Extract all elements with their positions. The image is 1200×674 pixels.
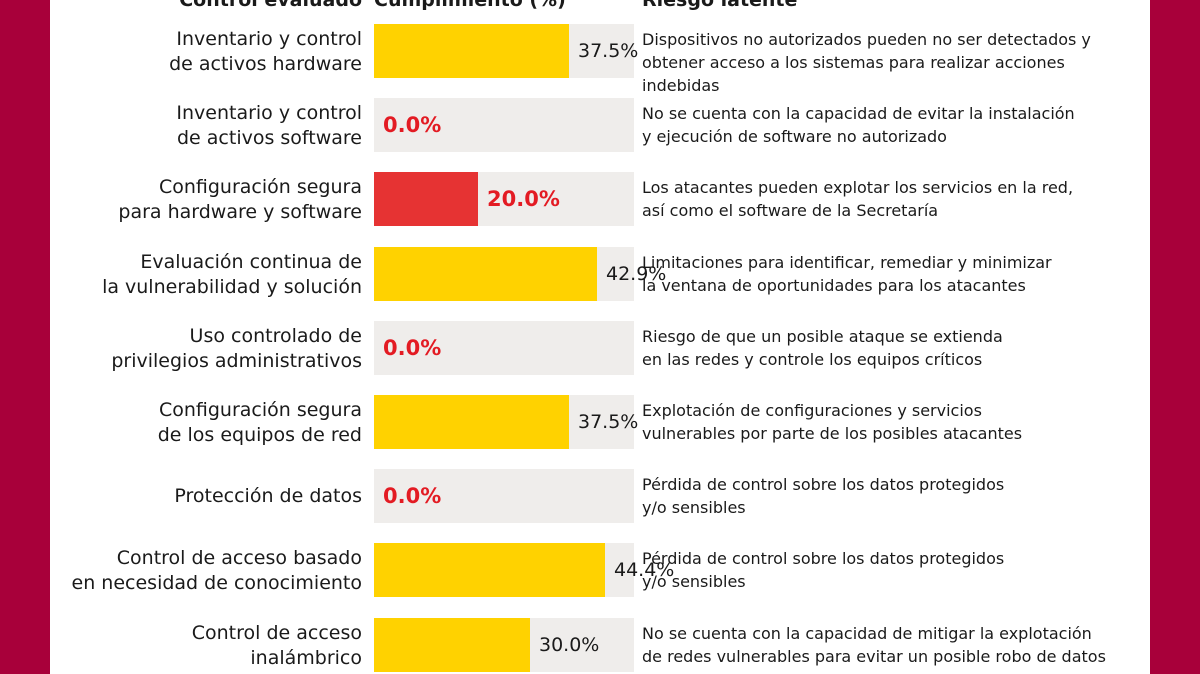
risk-text: Limitaciones para identificar, remediar … — [642, 251, 1142, 297]
value-label: 0.0% — [383, 113, 442, 138]
category-label-line: para hardware y software — [118, 201, 362, 224]
risk-text-line: Riesgo de que un posible ataque se extie… — [642, 326, 1003, 346]
chart-panel: Control evaluado Cumplimiento (%) Riesgo… — [50, 0, 1150, 674]
bar — [374, 617, 530, 672]
header-risk: Riesgo latente — [642, 0, 798, 11]
risk-text: Los atacantes pueden explotar los servic… — [642, 176, 1142, 222]
risk-text-line: Pérdida de control sobre los datos prote… — [642, 475, 1005, 495]
risk-text: Riesgo de que un posible ataque se extie… — [642, 325, 1142, 371]
risk-text-line: la ventana de oportunidades para los ata… — [642, 275, 1026, 295]
risk-text: No se cuenta con la capacidad de mitigar… — [642, 622, 1142, 668]
risk-text: No se cuenta con la capacidad de evitar … — [642, 102, 1142, 148]
value-label: 0.0% — [383, 484, 442, 509]
bar-track: 30.0% — [374, 617, 634, 672]
category-label-line: de los equipos de red — [157, 424, 362, 446]
bar-track: 42.9% — [374, 246, 666, 301]
bar-track: 0.0% — [374, 469, 634, 524]
category-label-line: de activos software — [176, 127, 362, 150]
category-label: Control de acceso inalámbrico — [62, 621, 362, 671]
chart-row: Evaluación continua de la vulnerabilidad … — [50, 245, 1150, 305]
risk-text: Dispositivos no autorizados pueden no se… — [642, 28, 1142, 97]
risk-text-line: Pérdida de control sobre los datos prote… — [642, 549, 1005, 569]
bar-track: 37.5% — [374, 395, 638, 449]
bar-track: 0.0% — [374, 98, 634, 153]
category-label-line: Control de acceso basado — [116, 547, 362, 570]
chart-row: Inventario y control de activos software 0… — [50, 96, 1150, 156]
risk-text-line: Los atacantes pueden explotar los servic… — [642, 178, 1074, 198]
category-label-line: Inventario y control — [176, 102, 362, 125]
category-label-line: Configuración segura — [158, 399, 362, 421]
risk-text-line: Limitaciones para identificar, remediar … — [642, 252, 1052, 272]
category-label-line: Protección de datos — [174, 485, 362, 508]
value-label: 42.9% — [606, 262, 667, 285]
chart-row: Inventario y control de activos hardware 3… — [50, 22, 1150, 95]
category-label-line: Uso controlado de — [189, 324, 362, 347]
value-label: 30.0% — [539, 633, 600, 656]
bar — [374, 24, 569, 78]
bar-track: 0.0% — [374, 320, 634, 375]
category-label: Control de acceso basado en necesidad de … — [62, 546, 362, 596]
chart-row: Protección de datos 0.0% Pérdida de contro… — [50, 467, 1150, 527]
category-label-line: la vulnerabilidad y solución — [102, 275, 362, 298]
category-label: Configuración segura para hardware y soft… — [62, 175, 362, 225]
category-label-line: Configuración segura — [158, 176, 362, 199]
risk-text-line: Explotación de configuraciones y servici… — [642, 401, 982, 420]
bar-track: 37.5% — [374, 24, 638, 78]
value-label: 44.4% — [614, 559, 675, 582]
risk-text-line: obtener acceso a los sistemas para reali… — [642, 53, 1065, 95]
category-label-line: privilegios administrativos — [111, 349, 362, 372]
risk-text-line: en las redes y controle los equipos crít… — [642, 349, 983, 369]
value-label: 20.0% — [487, 187, 560, 212]
risk-text-line: así como el software de la Secretaría — [642, 201, 939, 221]
risk-text-line: de redes vulnerables para evitar un posi… — [642, 646, 1106, 666]
risk-text-line: No se cuenta con la capacidad de evitar … — [642, 104, 1075, 124]
risk-text-line: y ejecución de software no autorizado — [642, 127, 947, 147]
value-label: 37.5% — [578, 40, 639, 62]
category-label-line: en necesidad de conocimiento — [71, 572, 362, 595]
category-label: Inventario y control de activos software — [62, 101, 362, 151]
category-label-line: Inventario y control — [176, 28, 362, 50]
value-label: 0.0% — [383, 335, 442, 360]
risk-text: Pérdida de control sobre los datos prote… — [642, 547, 1142, 593]
risk-text-line: Dispositivos no autorizados pueden no se… — [642, 30, 1091, 49]
risk-text-line: y/o sensibles — [642, 572, 746, 592]
bar — [374, 246, 597, 301]
chart-row: Control de acceso inalámbrico 30.0% No se c… — [50, 616, 1150, 674]
chart-row: Uso controlado de privilegios administrat… — [50, 319, 1150, 379]
category-label-line: de activos hardware — [169, 53, 362, 75]
category-label: Inventario y control de activos hardware — [62, 27, 362, 77]
category-label: Protección de datos — [62, 484, 362, 509]
risk-text-line: vulnerables por parte de los posibles at… — [642, 424, 1023, 443]
chart-row: Control de acceso basado en necesidad de … — [50, 541, 1150, 601]
header-control: Control evaluado — [179, 0, 362, 11]
header-compliance: Cumplimiento (%) — [374, 0, 566, 11]
value-label: 37.5% — [578, 411, 639, 433]
bar-track: 44.4% — [374, 543, 674, 598]
category-label: Uso controlado de privilegios administrat… — [62, 324, 362, 374]
risk-text: Explotación de configuraciones y servici… — [642, 399, 1142, 445]
bar — [374, 172, 478, 227]
category-label-line: Control de acceso — [191, 621, 362, 644]
bar — [374, 395, 569, 449]
risk-text-line: No se cuenta con la capacidad de mitigar… — [642, 623, 1092, 643]
chart-row: Configuración segura para hardware y soft… — [50, 170, 1150, 230]
category-label-line: inalámbrico — [250, 646, 362, 669]
risk-text: Pérdida de control sobre los datos prote… — [642, 473, 1142, 519]
risk-text-line: y/o sensibles — [642, 498, 746, 518]
bar-track: 20.0% — [374, 172, 634, 227]
chart-row: Configuración segura de los equipos de re… — [50, 393, 1150, 453]
category-label: Evaluación continua de la vulnerabilidad … — [62, 250, 362, 300]
category-label: Configuración segura de los equipos de re… — [62, 398, 362, 448]
category-label-line: Evaluación continua de — [140, 250, 362, 273]
bar — [374, 543, 605, 598]
